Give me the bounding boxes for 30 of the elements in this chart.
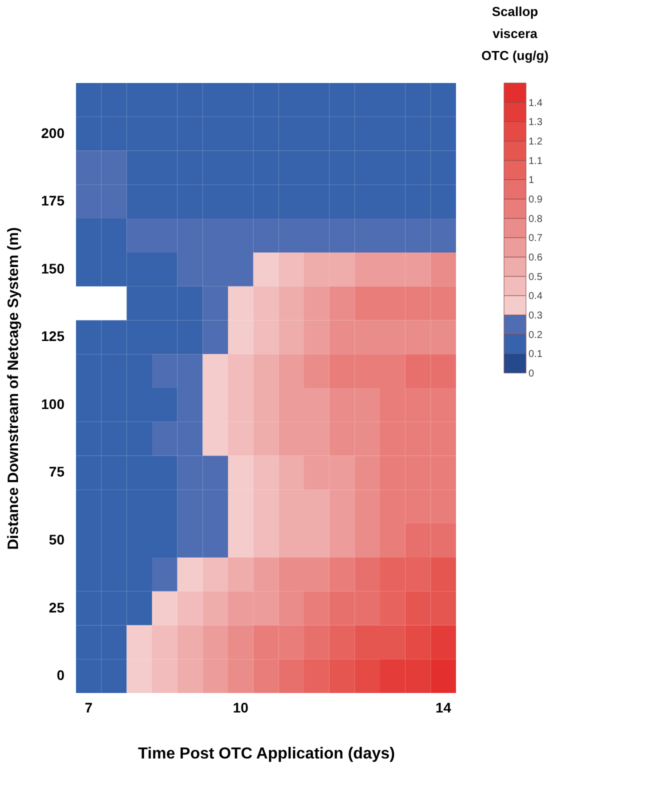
y-tick-label: 75 xyxy=(48,464,65,480)
color-bar-label: 0 xyxy=(528,368,534,380)
color-bar-label: 1.3 xyxy=(528,117,543,128)
color-bar-label: 0.5 xyxy=(528,272,543,283)
x-axis-title: Time Post OTC Application (days) xyxy=(138,746,395,762)
color-bar-label: 1.4 xyxy=(528,98,543,109)
color-bar-label: 0.4 xyxy=(528,291,543,302)
x-tick-label: 10 xyxy=(232,700,249,716)
color-bar-label: 0.1 xyxy=(528,349,543,360)
color-bar-title: Scallop viscera OTC (ug/g) xyxy=(481,4,549,63)
y-tick-label: 50 xyxy=(48,532,65,548)
y-axis-title: Distance Downstream of Netcage System (m) xyxy=(5,227,22,550)
color-bar-label: 0.7 xyxy=(528,233,543,244)
x-tick-label: 14 xyxy=(436,700,452,716)
color-bar-label: 0.9 xyxy=(528,194,543,206)
color-bar-label: 0.6 xyxy=(528,252,543,264)
y-tick-label: 175 xyxy=(41,192,65,209)
color-bar-label: 0.8 xyxy=(528,214,543,225)
y-tick-label: 25 xyxy=(48,599,65,616)
color-bar-label: 1 xyxy=(528,175,534,186)
y-tick-label: 150 xyxy=(41,260,65,276)
color-bar-label: 1.1 xyxy=(528,156,543,167)
y-tick-label: 0 xyxy=(56,667,65,684)
color-bar-label: 1.2 xyxy=(528,136,543,148)
y-tick-label: 200 xyxy=(41,124,65,141)
y-tick-label: 125 xyxy=(41,328,65,344)
y-tick-label: 100 xyxy=(41,396,65,412)
x-tick-label: 7 xyxy=(84,700,93,716)
color-bar-label: 0.3 xyxy=(528,310,543,322)
color-bar-label: 0.2 xyxy=(528,330,543,341)
